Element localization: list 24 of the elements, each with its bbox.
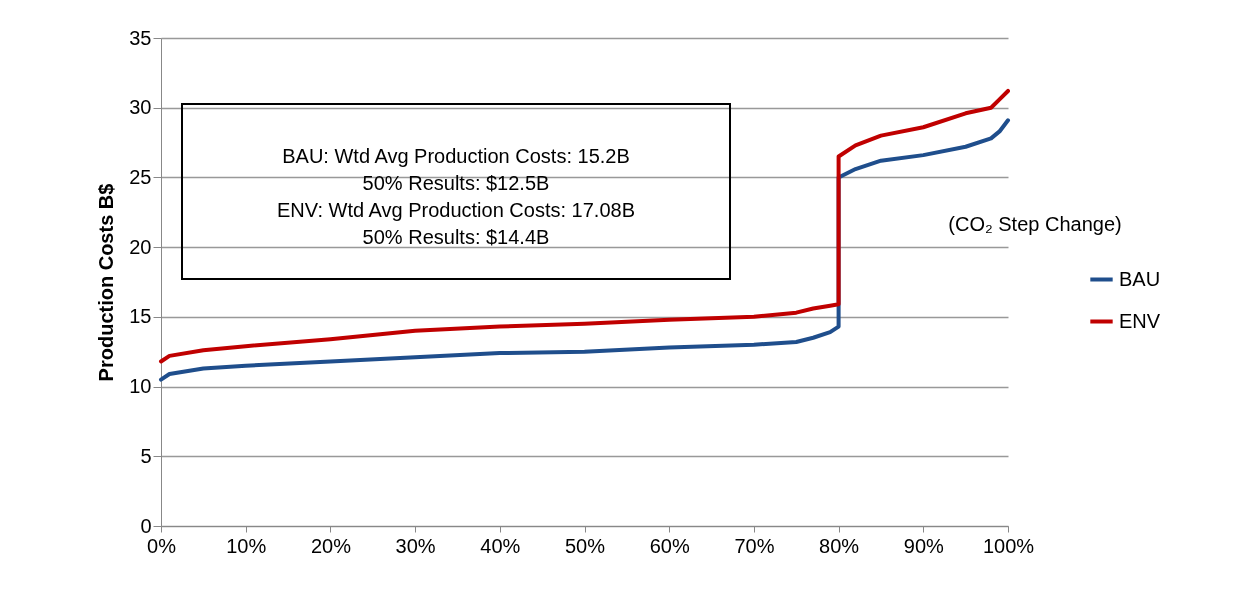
annotation: BAU: Wtd Avg Production Costs: 15.2B 50% Results: $12.5B ENV: Wtd Avg Production Costs: 17.08B 50% Results: $14.4B: [277, 145, 635, 248]
x-tick-label: 50%: [564, 534, 606, 557]
x-tick-label: 100%: [982, 534, 1035, 557]
y-tick-label: 25: [129, 165, 152, 188]
legend-label: BAU: [1119, 267, 1161, 290]
x-tick-label: 10%: [226, 534, 267, 557]
x-tick-label: 80%: [819, 534, 860, 557]
annotation: (CO₂ Step Change): [948, 213, 1122, 235]
x-tick-label: 40%: [480, 534, 521, 557]
y-tick-label: 20: [129, 235, 152, 258]
y-tick-label: 0: [140, 514, 152, 537]
y-tick-label: 35: [129, 26, 152, 49]
x-tick-label: 70%: [734, 534, 775, 557]
legend-label: ENV: [1119, 309, 1161, 332]
y-tick-label: 10: [129, 375, 152, 398]
y-tick-label: 5: [140, 444, 152, 467]
x-tick-label: 30%: [395, 534, 436, 557]
y-tick-label: 30: [129, 96, 152, 119]
x-tick-label: 20%: [310, 534, 352, 557]
x-tick-label: 60%: [649, 534, 690, 557]
y-tick-label: 15: [129, 305, 152, 328]
x-tick-label: 0%: [147, 534, 177, 557]
x-tick-label: 90%: [903, 534, 945, 557]
y-axis-title: Production Costs B$: [95, 183, 118, 382]
